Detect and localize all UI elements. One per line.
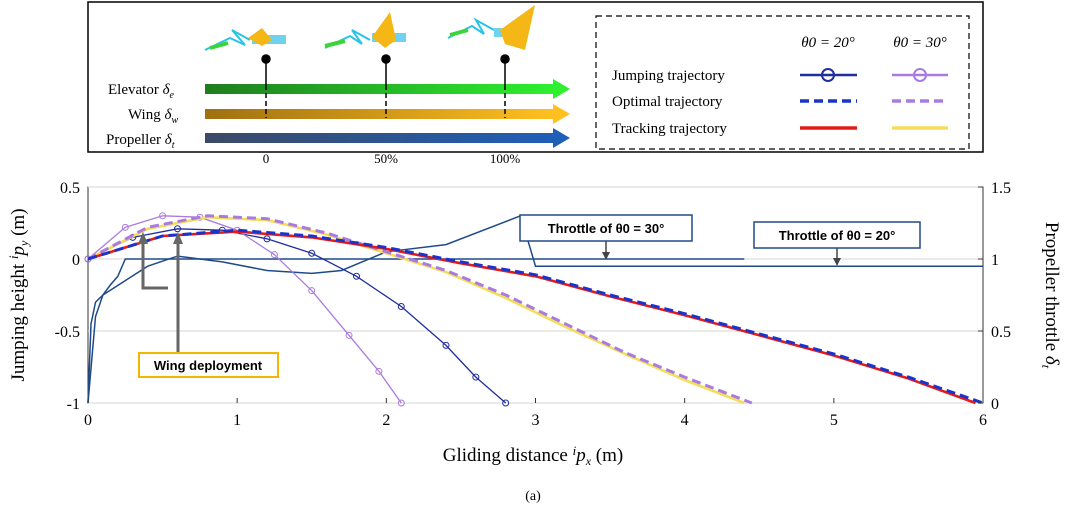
arrowhead	[553, 104, 570, 124]
series-marker-0	[397, 303, 405, 311]
series-marker-1	[159, 212, 167, 220]
series-marker-0	[502, 399, 510, 407]
series-line-7	[87, 258, 745, 404]
series-line-1	[87, 215, 402, 404]
x-tick-label: 1	[233, 412, 241, 429]
x-tick-label: 3	[532, 412, 540, 429]
series-marker-0	[308, 249, 316, 257]
series-marker-1	[308, 287, 316, 295]
y2-tick-label: 1	[991, 252, 999, 269]
panel-label: (a)	[525, 489, 541, 504]
legend-col2: θ0 = 30°	[893, 35, 947, 51]
series-marker-0	[263, 235, 271, 243]
series-line-3	[87, 214, 753, 405]
y-tick-label: 0.5	[60, 180, 80, 197]
series-marker-1	[270, 251, 278, 259]
wing-deployment-callout: Wing deployment	[138, 232, 279, 378]
y-tick-label: 0	[72, 252, 80, 269]
throttle20-label: Throttle of θ0 = 20°	[779, 228, 896, 243]
arrowhead	[553, 79, 570, 99]
legend-row-optimal: Optimal trajectory	[612, 94, 723, 110]
y-axis-label: Jumping height ipy (m)	[6, 208, 31, 381]
row-label-wing: Wing δw	[128, 107, 178, 126]
row-propeller: Propeller δt	[106, 128, 570, 151]
series-line-0	[87, 228, 507, 404]
row-label-propeller: Propeller δt	[106, 132, 175, 151]
x-tick-label: 5	[830, 412, 838, 429]
state-markers	[261, 54, 510, 118]
x-tick-label: 2	[382, 412, 390, 429]
throttle30-callout: Throttle of θ0 = 30°	[519, 214, 693, 260]
row-label-elevator: Elevator δe	[108, 82, 175, 101]
throttle20-callout: Throttle of θ0 = 20°	[753, 221, 921, 266]
x-tick-label: 4	[681, 412, 689, 429]
series-marker-0	[442, 341, 450, 349]
tick-layer: -1-0.500.50 1 2 3 4 5 600.511.5	[55, 180, 1011, 429]
series-marker-0	[353, 272, 360, 280]
legend: θ0 = 20° θ0 = 30° Jumping trajectory Opt…	[595, 15, 970, 150]
series-marker-1	[375, 367, 383, 375]
series-marker-1	[397, 399, 405, 407]
x-tick-label: 6	[979, 412, 987, 429]
y2-tick-label: 1.5	[991, 180, 1011, 197]
robot-icon-elevator	[204, 28, 286, 51]
robot-icon-propeller	[447, 5, 535, 50]
row-wing: Wing δw	[128, 104, 570, 126]
robot-icon-wing	[324, 12, 406, 49]
legend-col1: θ0 = 20°	[801, 35, 855, 51]
series-marker-1	[121, 223, 129, 231]
tick-50: 50%	[374, 151, 398, 166]
series-marker-1	[345, 331, 353, 339]
x-tick-label: 0	[84, 412, 92, 429]
y2-tick-label: 0	[991, 396, 999, 413]
legend-row-tracking: Tracking trajectory	[612, 121, 727, 137]
tick-100: 100%	[490, 151, 521, 166]
throttle30-label: Throttle of θ0 = 30°	[548, 221, 665, 236]
y-tick-label: -1	[67, 396, 80, 413]
y2-axis-label: Propeller throttle δt	[1039, 222, 1062, 369]
row-elevator: Elevator δe	[108, 79, 570, 101]
y2-tick-label: 0.5	[991, 324, 1011, 341]
series-line-2	[87, 228, 984, 405]
legend-row-jumping: Jumping trajectory	[612, 68, 725, 84]
top-box-frame	[87, 1, 984, 153]
series-marker-0	[472, 373, 480, 381]
y-tick-label: -0.5	[55, 324, 80, 341]
series-marker-0	[174, 225, 181, 233]
tick-0: 0	[263, 151, 270, 166]
wing-deployment-label: Wing deployment	[154, 358, 263, 373]
arrowhead	[553, 128, 570, 148]
x-axis-label: Gliding distance ipx (m)	[443, 443, 623, 468]
